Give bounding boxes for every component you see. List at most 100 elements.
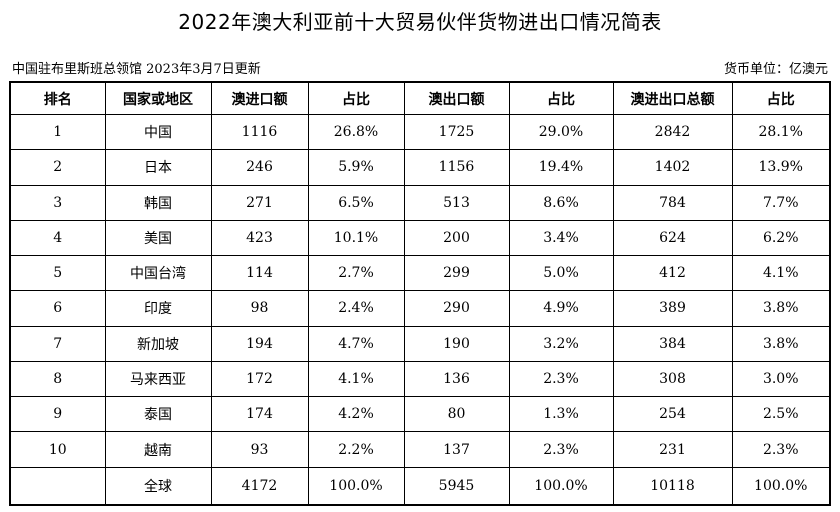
export-cell: 290	[403, 290, 510, 327]
country-cell: 全球	[104, 466, 212, 506]
export-share-cell: 4.9%	[508, 290, 614, 327]
total-share-cell: 100.0%	[731, 466, 831, 506]
table-row: 4 美国 423 10.1% 200 3.4% 624 6.2%	[9, 219, 831, 257]
export-cell: 137	[403, 431, 510, 468]
rank-cell: 1	[9, 113, 106, 151]
total-share-cell: 3.8%	[731, 325, 831, 362]
total-cell: 624	[612, 219, 733, 257]
country-cell: 美国	[104, 219, 212, 257]
table-row: 6 印度 98 2.4% 290 4.9% 389 3.8%	[9, 290, 831, 327]
table-row: 1 中国 1116 26.8% 1725 29.0% 2842 28.1%	[9, 113, 831, 151]
import-share-cell: 4.1%	[307, 360, 405, 398]
header-import: 澳进口额	[210, 81, 309, 115]
total-share-cell: 3.8%	[731, 290, 831, 327]
import-cell: 423	[210, 219, 309, 257]
export-share-cell: 1.3%	[508, 396, 614, 433]
table-row: 9 泰国 174 4.2% 80 1.3% 254 2.5%	[9, 396, 831, 433]
header-total: 澳进出口总额	[612, 81, 733, 115]
header-import-share: 占比	[307, 81, 405, 115]
table-row: 5 中国台湾 114 2.7% 299 5.0% 412 4.1%	[9, 255, 831, 292]
total-cell: 1402	[612, 149, 733, 186]
rank-cell: 8	[9, 360, 106, 398]
export-share-cell: 8.6%	[508, 184, 614, 221]
import-share-cell: 5.9%	[307, 149, 405, 186]
export-share-cell: 2.3%	[508, 360, 614, 398]
import-cell: 246	[210, 149, 309, 186]
export-share-cell: 2.3%	[508, 431, 614, 468]
country-cell: 韩国	[104, 184, 212, 221]
country-cell: 越南	[104, 431, 212, 468]
table-row: 10 越南 93 2.2% 137 2.3% 231 2.3%	[9, 431, 831, 468]
total-row: 全球 4172 100.0% 5945 100.0% 10118 100.0%	[9, 466, 831, 506]
import-cell: 271	[210, 184, 309, 221]
export-cell: 513	[403, 184, 510, 221]
import-share-cell: 6.5%	[307, 184, 405, 221]
total-cell: 384	[612, 325, 733, 362]
country-cell: 中国	[104, 113, 212, 151]
source-note: 中国驻布里斯班总领馆 2023年3月7日更新	[12, 62, 261, 77]
export-share-cell: 5.0%	[508, 255, 614, 292]
rank-cell: 2	[9, 149, 106, 186]
rank-cell	[9, 466, 106, 506]
export-cell: 1725	[403, 113, 510, 151]
total-cell: 10118	[612, 466, 733, 506]
total-cell: 2842	[612, 113, 733, 151]
export-cell: 136	[403, 360, 510, 398]
import-share-cell: 2.4%	[307, 290, 405, 327]
currency-unit: 货币单位：亿澳元	[723, 62, 828, 77]
header-row: 排名 国家或地区 澳进口额 占比 澳出口额 占比 澳进出口总额 占比	[9, 81, 831, 115]
header-country: 国家或地区	[104, 81, 212, 115]
country-cell: 马来西亚	[104, 360, 212, 398]
table-row: 7 新加坡 194 4.7% 190 3.2% 384 3.8%	[9, 325, 831, 362]
table-row: 3 韩国 271 6.5% 513 8.6% 784 7.7%	[9, 184, 831, 221]
rank-cell: 4	[9, 219, 106, 257]
country-cell: 泰国	[104, 396, 212, 433]
rank-cell: 10	[9, 431, 106, 468]
table-row: 8 马来西亚 172 4.1% 136 2.3% 308 3.0%	[9, 360, 831, 398]
import-cell: 174	[210, 396, 309, 433]
header-rank: 排名	[9, 81, 106, 115]
export-share-cell: 100.0%	[508, 466, 614, 506]
total-cell: 389	[612, 290, 733, 327]
table-row: 2 日本 246 5.9% 1156 19.4% 1402 13.9%	[9, 149, 831, 186]
total-cell: 231	[612, 431, 733, 468]
import-share-cell: 2.7%	[307, 255, 405, 292]
export-share-cell: 29.0%	[508, 113, 614, 151]
total-cell: 308	[612, 360, 733, 398]
export-share-cell: 19.4%	[508, 149, 614, 186]
import-cell: 93	[210, 431, 309, 468]
import-share-cell: 4.2%	[307, 396, 405, 433]
total-share-cell: 2.5%	[731, 396, 831, 433]
total-share-cell: 4.1%	[731, 255, 831, 292]
total-share-cell: 7.7%	[731, 184, 831, 221]
country-cell: 印度	[104, 290, 212, 327]
total-cell: 254	[612, 396, 733, 433]
total-cell: 784	[612, 184, 733, 221]
table-title: 2022年澳大利亚前十大贸易伙伴货物进出口情况简表	[178, 10, 662, 34]
rank-cell: 9	[9, 396, 106, 433]
export-cell: 299	[403, 255, 510, 292]
import-share-cell: 2.2%	[307, 431, 405, 468]
country-cell: 日本	[104, 149, 212, 186]
export-cell: 190	[403, 325, 510, 362]
table-body: 1 中国 1116 26.8% 1725 29.0% 2842 28.1% 2 日本 246 5.9%…	[9, 113, 831, 506]
import-share-cell: 26.8%	[307, 113, 405, 151]
import-cell: 114	[210, 255, 309, 292]
import-share-cell: 4.7%	[307, 325, 405, 362]
total-cell: 412	[612, 255, 733, 292]
import-cell: 4172	[210, 466, 309, 506]
header-export-share: 占比	[508, 81, 614, 115]
rank-cell: 6	[9, 290, 106, 327]
export-cell: 80	[403, 396, 510, 433]
total-share-cell: 6.2%	[731, 219, 831, 257]
export-cell: 200	[403, 219, 510, 257]
rank-cell: 7	[9, 325, 106, 362]
total-share-cell: 2.3%	[731, 431, 831, 468]
import-cell: 1116	[210, 113, 309, 151]
trade-table: 排名 国家或地区 澳进口额 占比 澳出口额 占比 澳进出口总额 占比 1 中国 11…	[9, 81, 831, 506]
export-cell: 1156	[403, 149, 510, 186]
import-cell: 194	[210, 325, 309, 362]
export-cell: 5945	[403, 466, 510, 506]
export-share-cell: 3.2%	[508, 325, 614, 362]
total-share-cell: 3.0%	[731, 360, 831, 398]
